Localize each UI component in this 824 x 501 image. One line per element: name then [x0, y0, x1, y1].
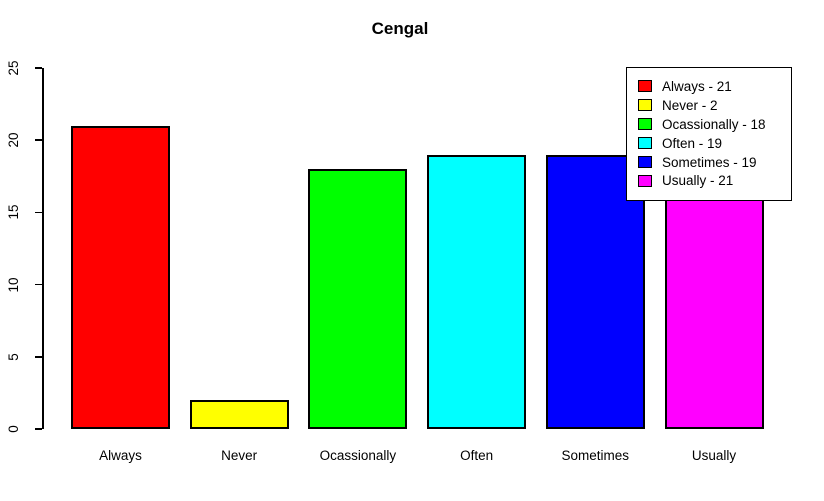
- x-tick-label-sometimes: Sometimes: [561, 448, 630, 463]
- x-tick-label-ocassionally: Ocassionally: [319, 448, 397, 463]
- legend-item: Ocassionally - 18: [627, 115, 791, 134]
- legend-label: Often - 19: [662, 135, 723, 151]
- bar-often: [427, 154, 527, 429]
- legend-swatch-icon: [638, 137, 652, 150]
- y-tick-mark: [35, 67, 42, 69]
- legend-label: Usually - 21: [662, 173, 734, 189]
- y-tick-label-25: 25: [6, 60, 21, 76]
- legend-item: Sometimes - 19: [627, 153, 791, 172]
- legend-label: Sometimes - 19: [662, 154, 757, 170]
- legend-item: Usually - 21: [627, 171, 791, 190]
- legend-swatch-icon: [638, 174, 652, 187]
- chart-title: Cengal: [371, 19, 429, 38]
- y-tick-label-0: 0: [6, 425, 21, 433]
- y-tick-label-5: 5: [6, 353, 21, 361]
- bar-never: [189, 400, 289, 429]
- bar-ocassionally: [308, 169, 408, 429]
- legend-swatch-icon: [638, 118, 652, 131]
- legend-swatch-icon: [638, 80, 652, 93]
- x-tick-label-always: Always: [99, 448, 142, 463]
- y-tick-label-10: 10: [6, 277, 21, 293]
- legend-rows: Always - 21 Never - 2 Ocassionally - 18 Oft…: [627, 77, 791, 190]
- y-tick-mark: [35, 283, 42, 286]
- legend: Always - 21 Never - 2 Ocassionally - 18 Oft…: [626, 67, 792, 201]
- legend-item: Never - 2: [627, 96, 791, 115]
- legend-label: Ocassionally - 18: [662, 116, 766, 132]
- bar-always: [71, 125, 170, 429]
- legend-label: Never - 2: [662, 97, 718, 113]
- x-tick-label-usually: Usually: [691, 448, 737, 463]
- y-tick-mark: [35, 139, 42, 141]
- x-tick-label-often: Often: [460, 448, 494, 463]
- legend-swatch-icon: [638, 99, 652, 112]
- y-tick-label-20: 20: [6, 132, 21, 148]
- legend-item: Always - 21: [627, 77, 791, 96]
- legend-label: Always - 21: [662, 78, 732, 94]
- y-tick-mark: [35, 428, 42, 430]
- legend-swatch-icon: [638, 156, 652, 168]
- y-tick-mark: [35, 356, 42, 358]
- y-tick-mark: [35, 211, 42, 214]
- x-tick-label-never: Never: [221, 448, 258, 463]
- y-axis-line: [42, 68, 44, 429]
- y-tick-label-15: 15: [6, 204, 21, 220]
- legend-item: Often - 19: [627, 134, 791, 153]
